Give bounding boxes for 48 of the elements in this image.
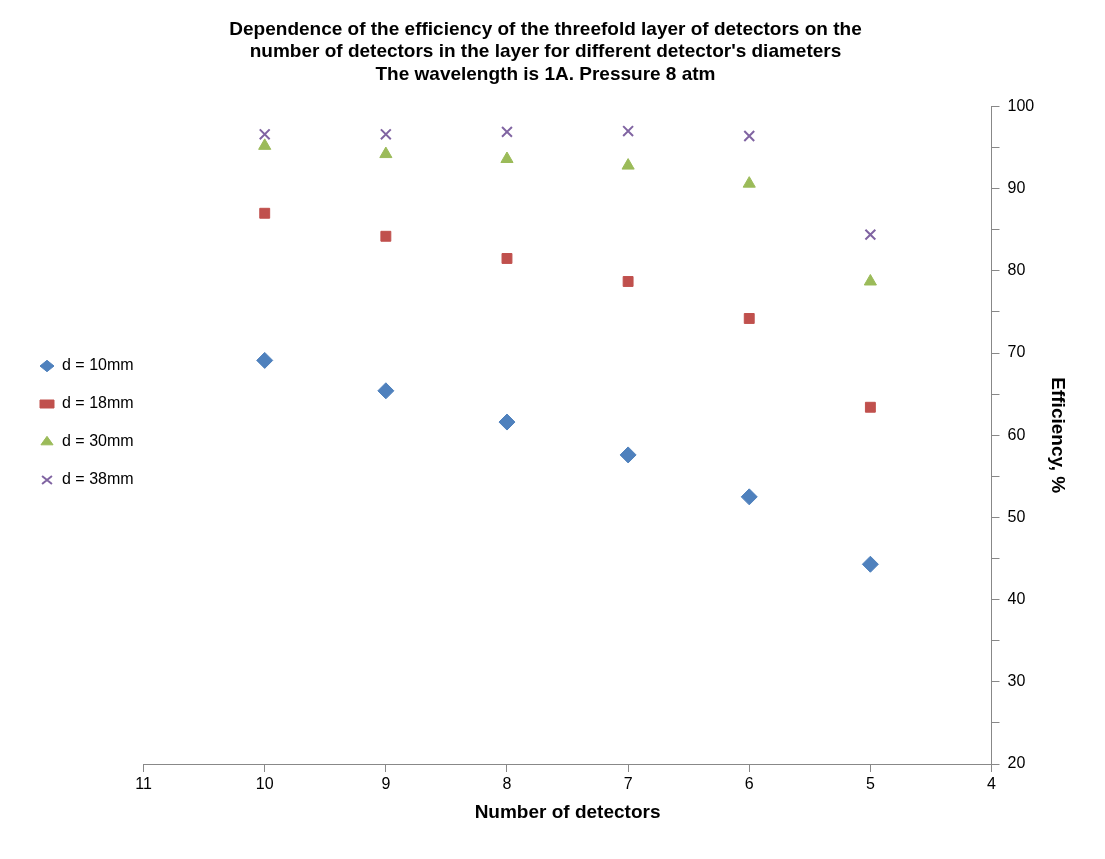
point <box>258 138 272 150</box>
y-tick-label: 50 <box>1007 507 1026 525</box>
legend-label: d = 38mm <box>62 470 134 488</box>
x-tick-label: 4 <box>987 775 997 793</box>
y-tick-label: 20 <box>1007 754 1026 772</box>
point <box>256 351 274 369</box>
legend-label: d = 10mm <box>62 356 134 374</box>
x-tick-label: 11 <box>135 775 152 793</box>
x-axis-title: Number of detectors <box>474 800 661 822</box>
legend-label: d = 30mm <box>62 432 134 450</box>
point <box>619 446 637 464</box>
y-tick-label: 90 <box>1007 179 1026 197</box>
y-tick-label: 60 <box>1007 425 1026 443</box>
x-tick-label: 6 <box>744 775 754 793</box>
y-axis-title: Efficiency, % <box>1048 377 1070 494</box>
x-tick-label: 7 <box>623 775 633 793</box>
point <box>379 146 393 159</box>
point <box>501 125 513 138</box>
point <box>743 130 756 142</box>
point <box>377 382 395 400</box>
point <box>742 176 756 188</box>
legend-label: d = 18mm <box>62 394 134 412</box>
point <box>864 228 877 241</box>
point <box>863 273 877 286</box>
point <box>258 128 271 141</box>
point <box>379 128 392 141</box>
point <box>743 313 755 324</box>
point <box>861 555 879 573</box>
point <box>622 276 634 287</box>
x-tick-label: 8 <box>502 775 512 793</box>
point <box>498 413 516 431</box>
point <box>380 230 392 242</box>
point <box>740 488 758 506</box>
y-tick-label: 40 <box>1007 590 1026 608</box>
point <box>864 401 876 413</box>
point <box>621 158 635 170</box>
y-tick-label: 100 <box>1007 96 1035 114</box>
y-tick-label: 70 <box>1007 343 1026 361</box>
y-tick-label: 80 <box>1007 261 1026 279</box>
x-tick-label: 10 <box>255 775 274 793</box>
x-tick-label: 5 <box>865 775 875 793</box>
x-tick-label: 9 <box>381 775 391 793</box>
point <box>500 151 514 164</box>
y-tick-label: 30 <box>1007 672 1026 690</box>
chart-title: Dependence of the efficiency of the threefold layer of detectors on the number of detectors in the layer for different detector's diameters The wavelength is 1A. Pressure 8 atm <box>229 17 862 85</box>
point <box>622 125 635 138</box>
point <box>259 207 271 219</box>
point <box>501 253 513 264</box>
